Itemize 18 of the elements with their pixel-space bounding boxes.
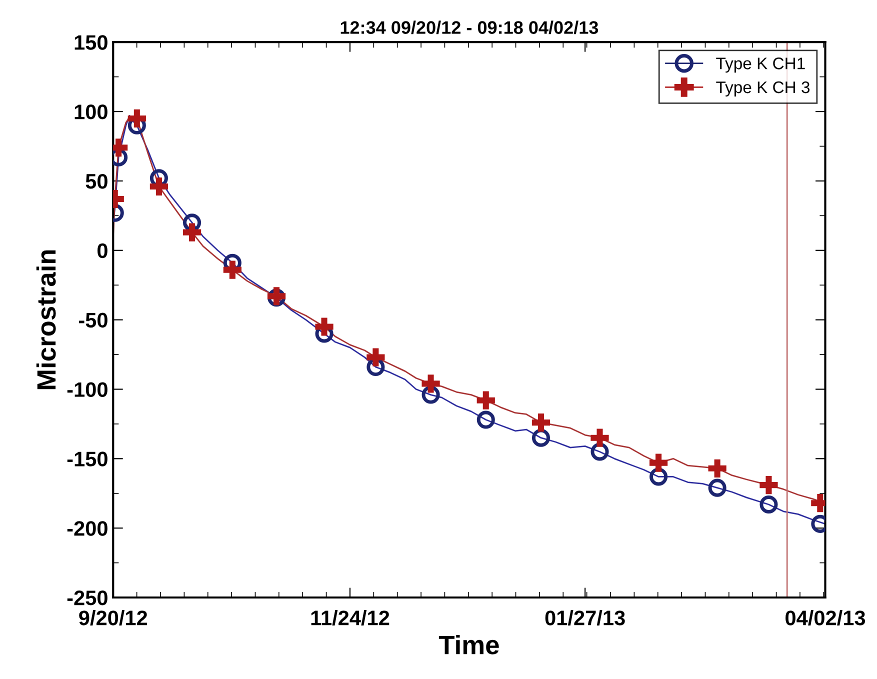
- y-tick-label: 50: [86, 174, 108, 189]
- y-axis-title: Microstrain: [36, 250, 56, 390]
- y-tick-label: -250: [67, 590, 108, 606]
- y-tick-label: 0: [98, 243, 108, 258]
- x-tick-label: 11/24/12: [311, 610, 390, 626]
- legend-label: Type K CH 3: [716, 81, 810, 97]
- legend-label: Type K CH1: [716, 58, 805, 73]
- y-tick-label: 100: [74, 104, 108, 120]
- y-tick-label: 150: [74, 35, 108, 50]
- y-tick-label: -200: [67, 521, 108, 536]
- x-axis-title: Time: [438, 634, 499, 654]
- x-tick-label: 04/02/13: [786, 610, 866, 626]
- x-tick-label: 01/27/13: [545, 610, 625, 626]
- chart-title: 12:34 09/20/12 - 09:18 04/02/13: [340, 20, 598, 34]
- y-tick-label: -100: [67, 382, 108, 397]
- y-tick-label: -50: [78, 312, 108, 328]
- y-tick-label: -150: [67, 452, 108, 466]
- x-tick-label: 9/20/12: [79, 610, 148, 626]
